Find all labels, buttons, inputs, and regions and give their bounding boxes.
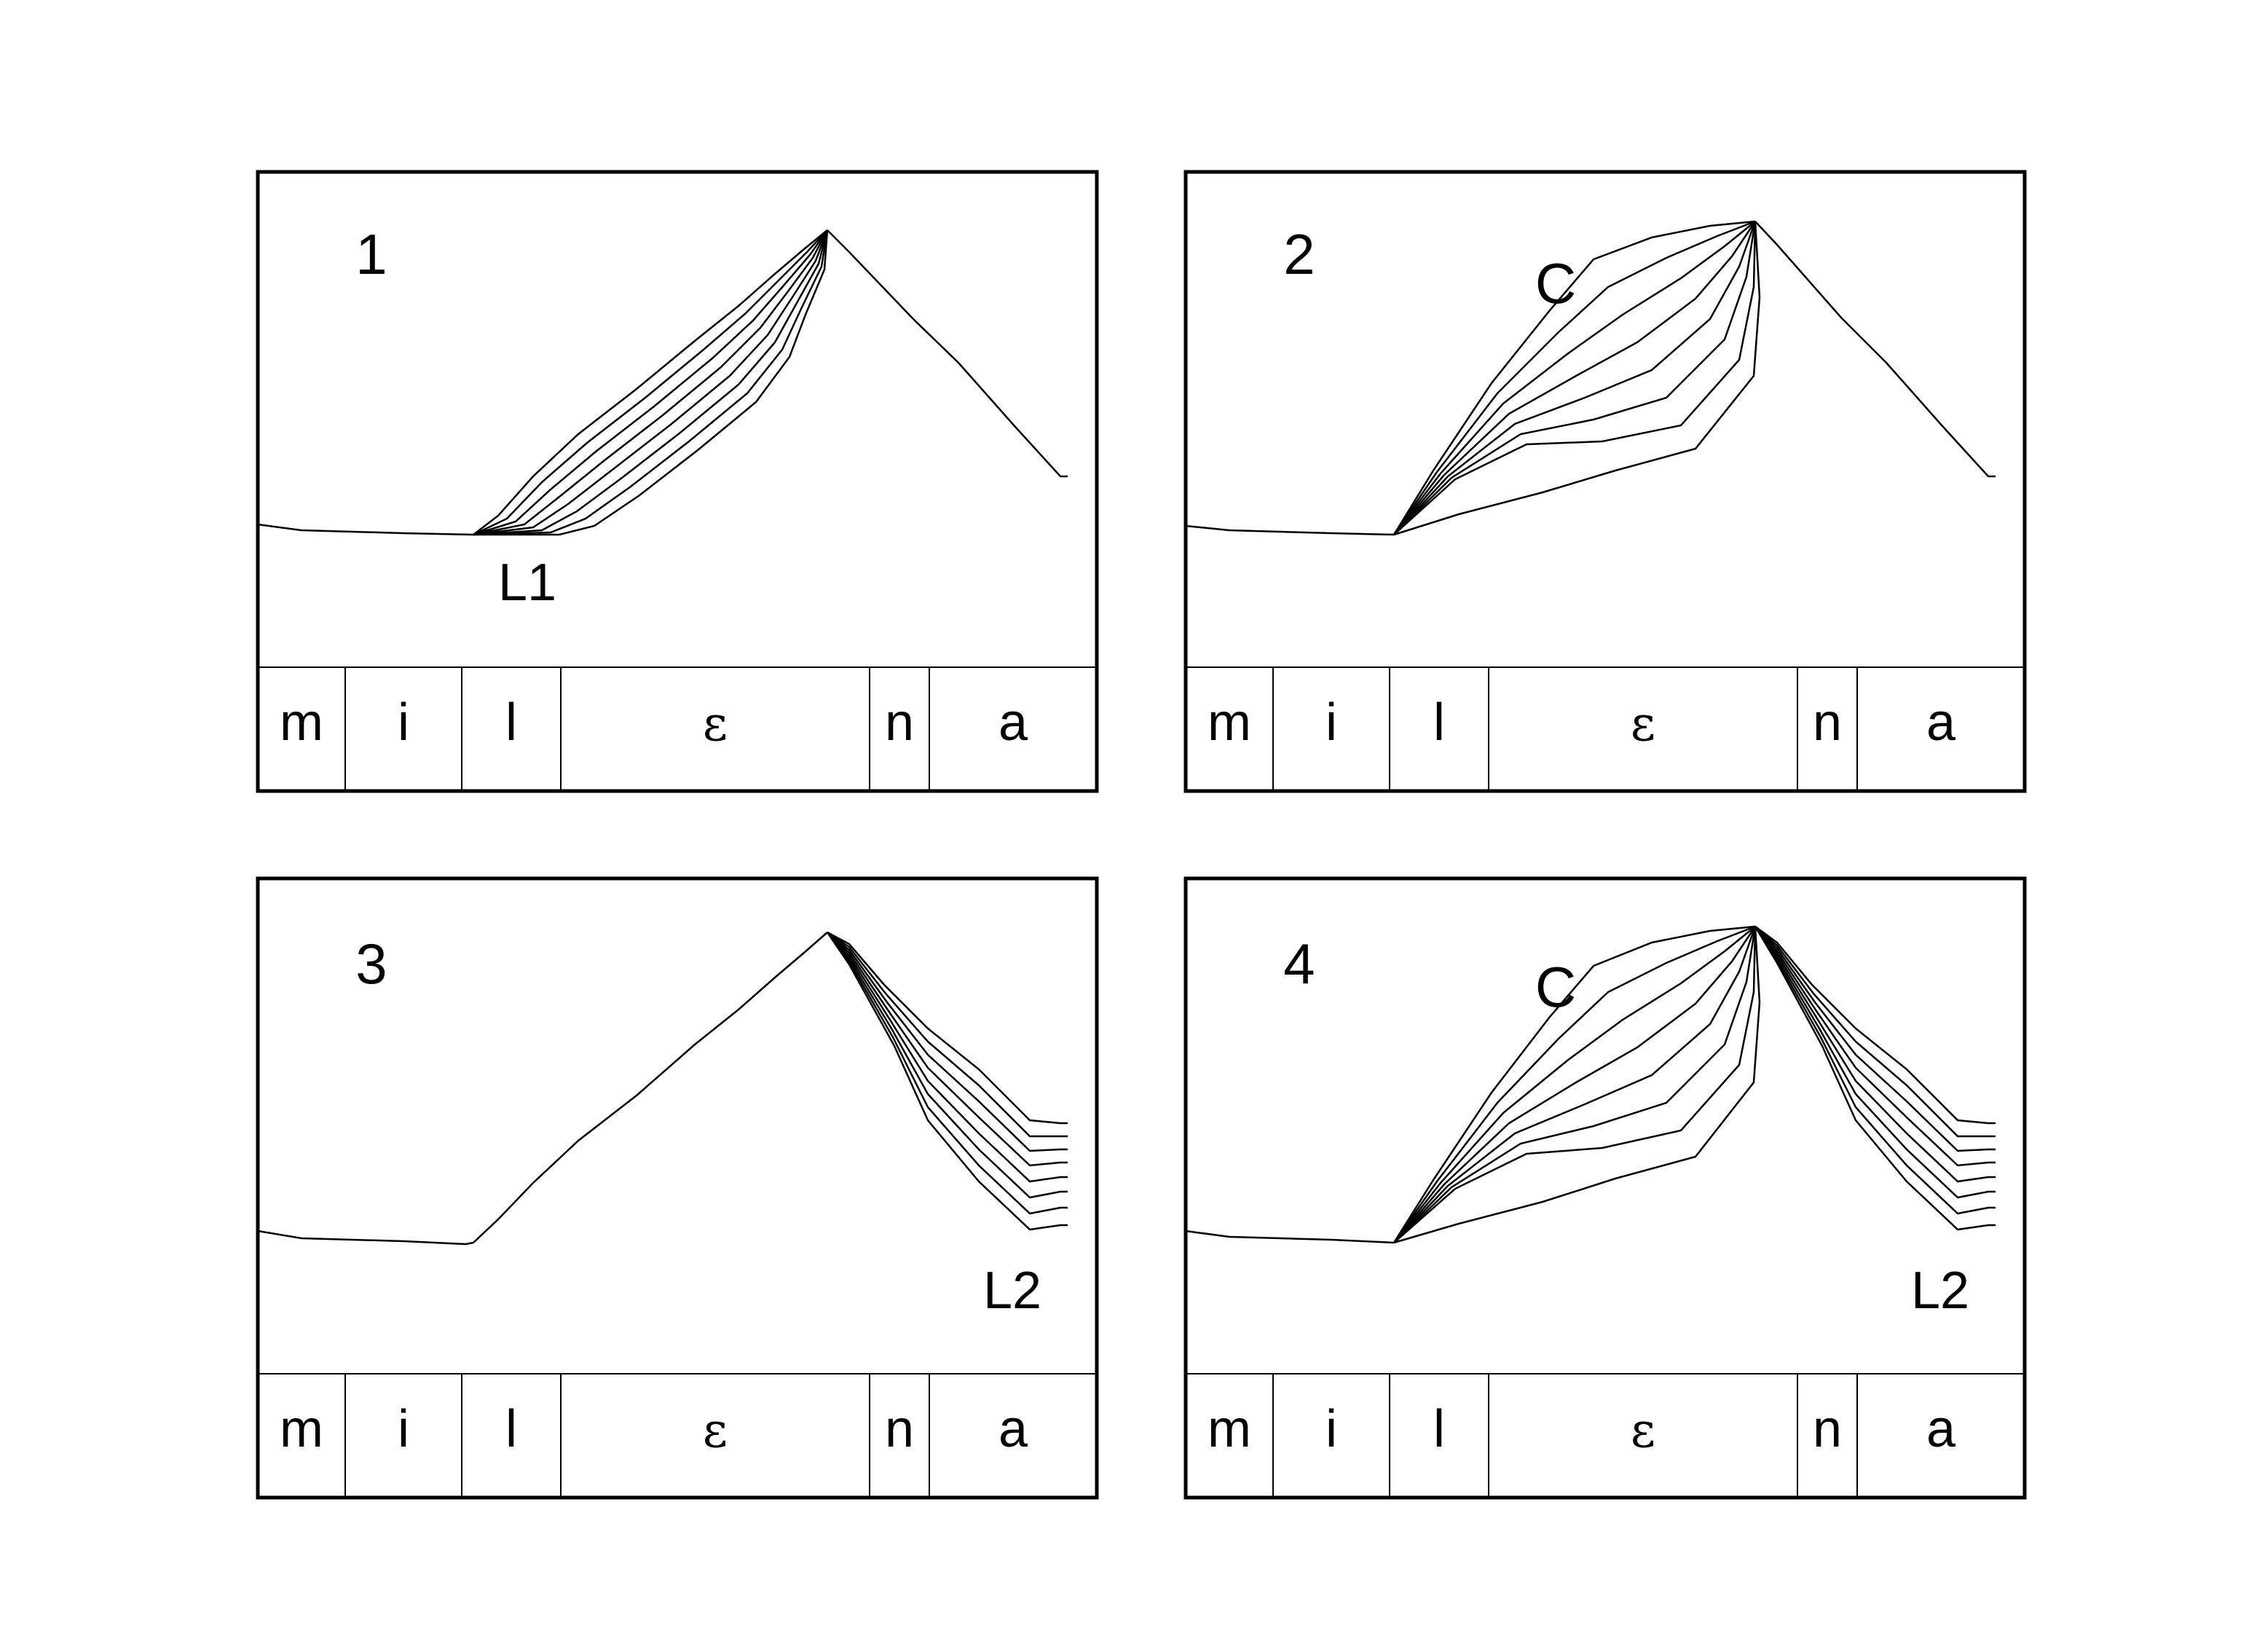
contour-base bbox=[257, 932, 828, 1246]
panel-2: m i l ε n a 2 C bbox=[1183, 170, 2027, 793]
contour-line bbox=[473, 229, 829, 536]
contour-line bbox=[1754, 926, 1996, 1152]
contour-fan-L2 bbox=[1754, 925, 1996, 1231]
panel-1: m i l ε n a 1 L1 bbox=[256, 170, 1099, 793]
segment-label-a: a bbox=[998, 1400, 1028, 1458]
segment-label-n: n bbox=[885, 693, 914, 752]
contour-line bbox=[827, 931, 1068, 1138]
segment-label-n: n bbox=[1813, 693, 1842, 752]
contour-line bbox=[827, 932, 1068, 1183]
contour-base bbox=[1185, 221, 1996, 536]
segment-label-n: n bbox=[885, 1400, 914, 1458]
contour-line bbox=[827, 932, 1068, 1167]
contour-line bbox=[1393, 925, 1756, 1243]
segment-label-epsilon: ε bbox=[703, 1402, 728, 1458]
segment-label-m: m bbox=[280, 693, 323, 752]
segment-label-i: i bbox=[1326, 693, 1337, 752]
contour-line bbox=[1754, 926, 1996, 1231]
contour-label-C: C bbox=[1535, 955, 1576, 1019]
panel-number: 1 bbox=[355, 222, 387, 286]
contour-line bbox=[1754, 925, 1996, 1125]
contour-line bbox=[1393, 926, 1757, 1243]
contour-line bbox=[827, 932, 1068, 1199]
segment-label-a: a bbox=[1926, 693, 1956, 752]
panel-4: m i l ε n a 4 C L2 bbox=[1183, 876, 2027, 1500]
contour-line bbox=[473, 229, 829, 536]
segment-label-i: i bbox=[398, 693, 409, 752]
contour-line bbox=[1393, 925, 1756, 1243]
contour-line bbox=[1754, 926, 1996, 1138]
contour-line bbox=[1393, 221, 1761, 536]
contour-line bbox=[827, 932, 1068, 1152]
contour-label-C: C bbox=[1535, 251, 1576, 315]
contour-line bbox=[827, 932, 1068, 1215]
panel-number: 2 bbox=[1283, 222, 1315, 286]
segment-label-n: n bbox=[1813, 1400, 1842, 1458]
segment-label-l: l bbox=[505, 1400, 517, 1458]
panel-3: m i l ε n a 3 L2 bbox=[256, 876, 1099, 1500]
segment-label-m: m bbox=[1208, 1400, 1251, 1458]
segment-label-m: m bbox=[1208, 693, 1251, 752]
contour-line bbox=[1393, 926, 1757, 1243]
contour-line bbox=[1393, 926, 1756, 1243]
contour-line bbox=[473, 229, 829, 536]
contour-line bbox=[827, 931, 1068, 1125]
panel-frame bbox=[256, 876, 1099, 1500]
contour-line bbox=[1754, 926, 1996, 1215]
contour-line bbox=[1754, 926, 1996, 1199]
contour-line bbox=[1393, 926, 1757, 1243]
segment-label-i: i bbox=[1326, 1400, 1337, 1458]
contour-line bbox=[1393, 221, 1757, 535]
contour-line bbox=[1393, 926, 1757, 1243]
panel-frame bbox=[256, 170, 1099, 793]
contour-base bbox=[257, 229, 1068, 536]
contour-fan-L1 bbox=[473, 229, 829, 536]
panel-number: 3 bbox=[355, 932, 387, 996]
segment-label-i: i bbox=[398, 1400, 409, 1458]
segment-label-l: l bbox=[505, 693, 517, 752]
segment-label-l: l bbox=[1433, 1400, 1445, 1458]
contour-line bbox=[1754, 926, 1996, 1183]
contour-line bbox=[473, 229, 829, 536]
contour-label-L1: L1 bbox=[498, 554, 556, 612]
contour-fan-C bbox=[1393, 925, 1761, 1244]
panel-number: 4 bbox=[1283, 932, 1315, 996]
contour-fan-L2 bbox=[826, 931, 1068, 1231]
contour-line bbox=[1393, 926, 1761, 1244]
contour-line bbox=[1754, 926, 1996, 1167]
contour-line bbox=[1393, 220, 1756, 535]
contour-line bbox=[1393, 221, 1756, 535]
contour-line bbox=[473, 229, 828, 535]
contour-line bbox=[473, 229, 829, 536]
contour-label-L2: L2 bbox=[983, 1262, 1041, 1320]
contour-line bbox=[1393, 221, 1757, 535]
panel-frame bbox=[1183, 170, 2027, 793]
contour-line bbox=[1393, 220, 1756, 535]
contour-fan-C bbox=[1393, 220, 1761, 536]
segment-label-l: l bbox=[1433, 693, 1445, 752]
segment-label-epsilon: ε bbox=[1631, 1402, 1655, 1458]
contour-line bbox=[826, 932, 1068, 1231]
segment-label-a: a bbox=[998, 693, 1028, 752]
contour-base bbox=[1185, 1230, 1395, 1244]
segment-label-a: a bbox=[1926, 1400, 1956, 1458]
panel-frame bbox=[1183, 876, 2027, 1500]
contour-line bbox=[473, 229, 829, 536]
contour-label-L2: L2 bbox=[1911, 1262, 1969, 1320]
segment-label-epsilon: ε bbox=[1631, 696, 1655, 752]
segment-label-m: m bbox=[280, 1400, 323, 1458]
segment-label-epsilon: ε bbox=[703, 696, 728, 752]
contour-line bbox=[473, 229, 828, 536]
contour-line bbox=[1393, 221, 1757, 535]
contour-line bbox=[1393, 221, 1757, 535]
